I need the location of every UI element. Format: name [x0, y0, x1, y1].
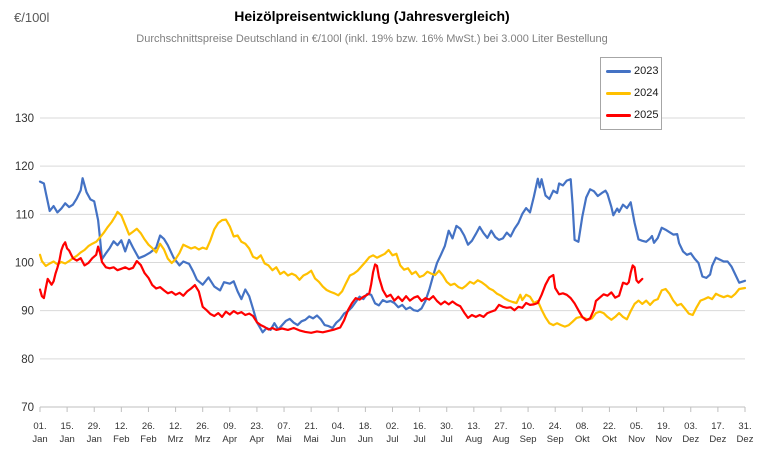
x-axis-label-day: 12. [115, 421, 128, 432]
x-axis-label-day: 15. [61, 421, 74, 432]
x-axis-label-month: Apr [250, 434, 265, 445]
x-axis-label-day: 02. [386, 421, 399, 432]
x-axis-label-month: Mai [276, 434, 291, 445]
x-axis-label-month: Jul [441, 434, 453, 445]
x-axis-label-day: 16. [413, 421, 426, 432]
x-axis-label-month: Mrz [195, 434, 211, 445]
x-axis-label-month: Dez [737, 434, 754, 445]
x-axis-label-day: 30. [440, 421, 453, 432]
x-axis-label-month: Jan [87, 434, 102, 445]
x-axis-label-month: Nov [628, 434, 645, 445]
legend-item-2023[interactable]: 2023 [601, 64, 661, 77]
legend-label-2024: 2024 [634, 86, 659, 99]
x-axis-label-day: 27. [494, 421, 507, 432]
y-axis-unit-label: €/100l [14, 10, 50, 25]
legend-line-2025 [606, 114, 631, 118]
legend-label-2025: 2025 [634, 109, 659, 122]
x-axis-label-day: 24. [549, 421, 562, 432]
x-axis-label-day: 01. [33, 421, 46, 432]
series-line-2025[interactable] [38, 241, 644, 334]
x-axis-label-month: Jan [32, 434, 47, 445]
x-axis-label-day: 07. [277, 421, 290, 432]
x-axis-label-month: Apr [222, 434, 237, 445]
x-axis-label-month: Mrz [168, 434, 184, 445]
x-axis-label-day: 22. [603, 421, 616, 432]
x-axis-label-day: 08. [576, 421, 589, 432]
series-line-2023[interactable] [38, 177, 747, 334]
x-axis-label-day: 04. [332, 421, 345, 432]
series-line-2024[interactable] [38, 210, 747, 328]
y-axis-label: 80 [21, 354, 34, 366]
y-axis-label: 100 [15, 258, 34, 270]
legend-line-2023 [606, 69, 631, 73]
x-axis-label-day: 31. [738, 421, 751, 432]
x-axis-label-day: 23. [250, 421, 263, 432]
x-axis-label-day: 29. [88, 421, 101, 432]
y-axis-label: 90 [21, 306, 34, 318]
x-axis-label-day: 13. [467, 421, 480, 432]
x-axis-label-month: Jun [331, 434, 346, 445]
x-axis-label-month: Mai [303, 434, 318, 445]
x-axis-label-day: 18. [359, 421, 372, 432]
x-axis-label-month: Jul [386, 434, 398, 445]
x-axis-label-day: 10. [521, 421, 534, 432]
x-axis-label-month: Jun [358, 434, 373, 445]
x-axis-label-month: Sep [547, 434, 564, 445]
x-axis-label-day: 26. [196, 421, 209, 432]
x-axis-label-month: Sep [520, 434, 537, 445]
x-axis-label-month: Dez [709, 434, 726, 445]
legend: 2023 2024 2025 [600, 57, 662, 130]
x-axis-label-day: 19. [657, 421, 670, 432]
x-axis-label-day: 17. [711, 421, 724, 432]
x-axis-label-month: Nov [655, 434, 672, 445]
x-axis-label-month: Jul [414, 434, 426, 445]
x-axis-label-month: Dez [682, 434, 699, 445]
x-axis-label-day: 26. [142, 421, 155, 432]
legend-line-2024 [606, 91, 631, 95]
legend-item-2024[interactable]: 2024 [601, 86, 661, 99]
x-axis-label-month: Jan [59, 434, 74, 445]
x-axis-label-day: 12. [169, 421, 182, 432]
legend-label-2023: 2023 [634, 64, 659, 77]
x-axis-label-month: Okt [602, 434, 617, 445]
x-axis-label-month: Aug [465, 434, 482, 445]
chart-title: Heizölpreisentwicklung (Jahresvergleich) [234, 8, 510, 24]
x-axis-label-day: 09. [223, 421, 236, 432]
y-axis-label: 70 [21, 402, 34, 414]
y-axis-label: 130 [15, 113, 34, 125]
x-axis-label-day: 03. [684, 421, 697, 432]
x-axis-label-month: Feb [140, 434, 156, 445]
y-axis-label: 110 [16, 209, 34, 221]
x-axis-label-month: Okt [575, 434, 590, 445]
x-axis-label-day: 05. [630, 421, 643, 432]
x-axis-label-day: 21. [305, 421, 318, 432]
y-axis-label: 120 [15, 161, 34, 173]
x-axis-label-month: Aug [493, 434, 510, 445]
chart-subtitle: Durchschnittspreise Deutschland in €/100… [136, 33, 608, 45]
x-axis-label-month: Feb [113, 434, 129, 445]
legend-item-2025[interactable]: 2025 [601, 110, 661, 121]
